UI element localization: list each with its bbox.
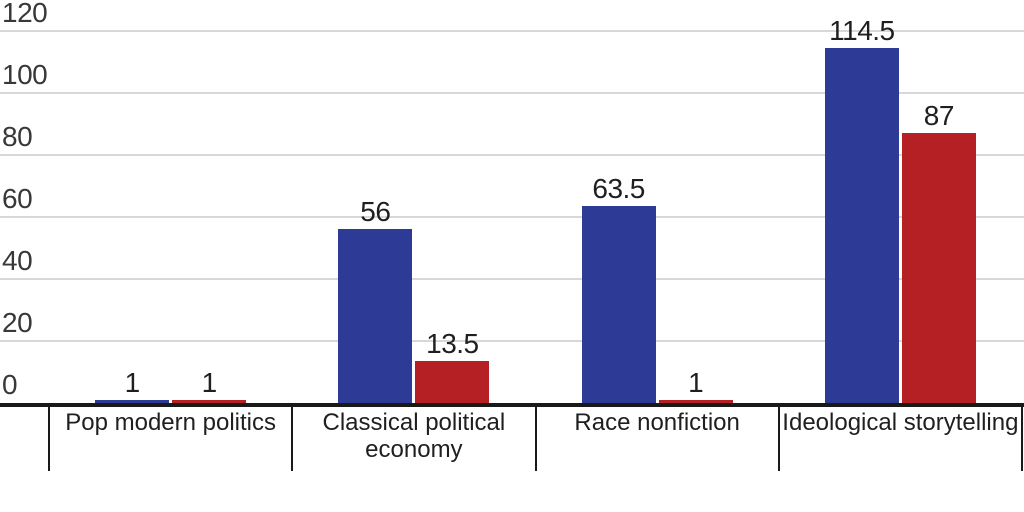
category-separator (777, 403, 780, 471)
bar: 87 (901, 102, 976, 403)
bar: 114.5 (824, 17, 899, 403)
bar-value-label: 1 (124, 366, 141, 398)
gridline (0, 216, 1024, 218)
category-bar-group: 63.5 1 (536, 0, 779, 403)
x-category-label: Pop modern politics (65, 409, 277, 436)
gridline (0, 154, 1024, 156)
bar: 1 (95, 368, 170, 403)
y-tick-label: 60 (2, 183, 33, 214)
bar-value-label: 114.5 (829, 15, 895, 47)
bar-value-label: 1 (688, 366, 704, 398)
x-axis-line (0, 403, 1024, 407)
category-separator (48, 403, 50, 471)
x-category-label: Ideological storytelling (782, 409, 1019, 436)
bar-value-label: 56 (360, 196, 391, 228)
y-tick-label: 20 (2, 307, 33, 338)
bar-value-label: 63.5 (592, 173, 645, 205)
y-tick-label: 120 (2, 0, 48, 28)
category-separator (534, 403, 537, 471)
bar: 56 (338, 198, 413, 403)
bar: 1 (172, 368, 247, 403)
gridline (0, 278, 1024, 280)
y-tick-label: 100 (2, 59, 48, 90)
y-tick-label: 80 (2, 121, 33, 152)
bar-value-label: 1 (201, 366, 218, 398)
bar: 1 (658, 368, 733, 403)
x-category-label: Race nonfiction (574, 409, 740, 436)
category-bar-group: 114.5 87 (779, 0, 1022, 403)
bar: 63.5 (581, 175, 656, 403)
category-separator (1021, 403, 1023, 471)
bar: 13.5 (415, 330, 490, 403)
gridline (0, 30, 1024, 32)
x-category-label: Classical political economy (322, 409, 506, 463)
y-tick-label: 0 (2, 369, 18, 400)
gridline (0, 92, 1024, 94)
bar-value-label: 87 (923, 100, 955, 132)
category-bar-group: 56 13.5 (292, 0, 535, 403)
y-tick-label: 40 (2, 245, 33, 276)
bar-value-label: 13.5 (426, 328, 479, 360)
gridline (0, 340, 1024, 342)
category-separator (291, 403, 294, 471)
